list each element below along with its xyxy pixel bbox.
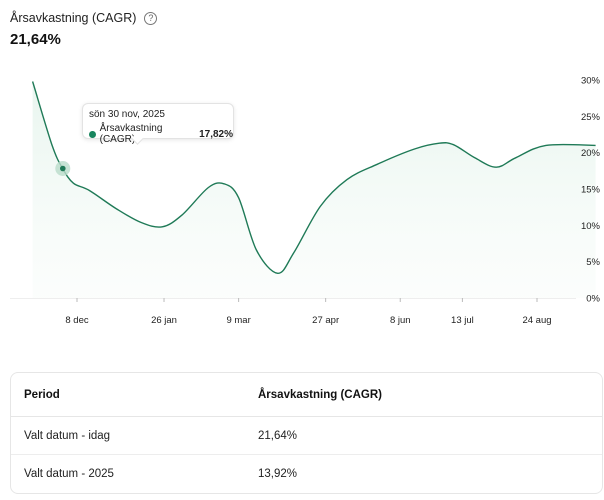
cagr-table-card: Period Årsavkastning (CAGR) Valt datum -… <box>10 372 603 494</box>
cagr-table: Period Årsavkastning (CAGR) Valt datum -… <box>11 373 602 492</box>
y-tick-label: 10% <box>581 221 601 232</box>
x-tick-label: 8 jun <box>390 315 411 326</box>
help-icon[interactable]: ? <box>144 11 158 25</box>
table-cell-cagr: 21,64% <box>258 416 602 455</box>
metric-title: Årsavkastning (CAGR) <box>10 11 137 25</box>
chart-area-fill <box>32 81 596 298</box>
x-tick-label: 26 jan <box>151 315 177 326</box>
series-line <box>31 81 596 274</box>
y-tick-label: 25% <box>581 112 601 123</box>
series-dot-icon <box>89 130 96 138</box>
table-cell-cagr: 13,92% <box>258 467 298 480</box>
tooltip-value: 17,82% <box>199 128 233 140</box>
table-header-row: Period Årsavkastning (CAGR) <box>11 373 602 417</box>
table-cell-period: Valt datum - idag <box>11 416 258 455</box>
table-row: Valt datum - idag 21,64% <box>11 416 602 455</box>
y-tick-label: 5% <box>586 257 600 268</box>
metric-header: Årsavkastning (CAGR) ? 21,64% <box>10 10 158 48</box>
x-tick-label: 27 apr <box>312 315 339 326</box>
metric-title-row: Årsavkastning (CAGR) ? <box>10 10 158 26</box>
tooltip-series-label: Årsavkastning (CAGR) <box>99 123 163 145</box>
x-tick-label: 13 jul <box>451 315 474 326</box>
y-tick-label: 0% <box>586 294 600 305</box>
x-tick-label: 9 mar <box>226 315 250 326</box>
cagr-chart[interactable]: 30% 25% 20% 15% 10% 5% 0% 8 dec 26 jan 9 mar 27 a… <box>0 60 604 340</box>
chart-svg[interactable]: 30% 25% 20% 15% 10% 5% 0% 8 dec 26 jan 9 mar 27 a… <box>0 60 604 340</box>
y-tick-label: 30% <box>581 76 601 87</box>
column-header-period: Period <box>11 373 258 417</box>
y-tick-label: 15% <box>581 185 601 196</box>
metric-value: 21,64% <box>10 31 61 48</box>
highlight-point <box>59 165 66 172</box>
chart-highlight <box>55 161 71 177</box>
x-axis-ticks: 8 dec 26 jan 9 mar 27 apr 8 jun 13 jul 24 aug <box>65 298 552 326</box>
x-tick-label: 8 dec <box>65 315 88 326</box>
column-header-cagr: Årsavkastning (CAGR) <box>258 373 602 417</box>
tooltip-date: sön 30 nov, 2025 <box>89 109 165 120</box>
x-tick-label: 24 aug <box>522 315 551 326</box>
chart-tooltip: sön 30 nov, 2025 Årsavkastning (CAGR) 17… <box>82 103 234 145</box>
chart-area <box>10 81 596 299</box>
table-row: Valt datum - 2025 13,92% <box>11 455 602 493</box>
table-cell-period: Valt datum - 2025 <box>24 467 114 480</box>
y-tick-label: 20% <box>581 148 601 159</box>
y-axis-ticks: 30% 25% 20% 15% 10% 5% 0% <box>581 76 601 305</box>
tooltip-row: Årsavkastning (CAGR) 17,82% <box>89 123 233 145</box>
